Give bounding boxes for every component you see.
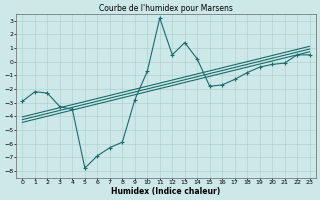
X-axis label: Humidex (Indice chaleur): Humidex (Indice chaleur)	[111, 187, 220, 196]
Title: Courbe de l'humidex pour Marsens: Courbe de l'humidex pour Marsens	[99, 4, 233, 13]
